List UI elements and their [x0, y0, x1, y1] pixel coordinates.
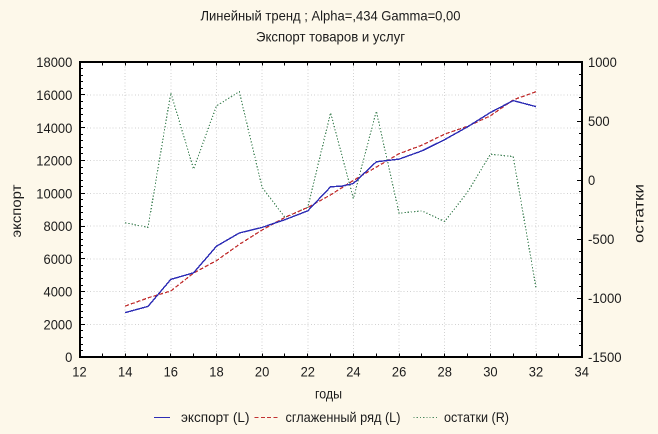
svg-text:14: 14: [118, 363, 133, 379]
svg-text:годы: годы: [315, 385, 342, 401]
svg-text:34: 34: [575, 363, 590, 379]
svg-text:28: 28: [438, 363, 453, 379]
svg-text:22: 22: [301, 363, 316, 379]
svg-text:1000: 1000: [588, 54, 617, 70]
svg-text:остатки: остатки: [631, 184, 647, 243]
svg-text:0: 0: [65, 349, 72, 365]
svg-text:26: 26: [392, 363, 407, 379]
svg-text:8000: 8000: [44, 218, 73, 234]
svg-text:30: 30: [483, 363, 498, 379]
svg-text:24: 24: [346, 363, 361, 379]
svg-text:0: 0: [588, 172, 595, 188]
svg-text:-1500: -1500: [588, 349, 622, 365]
svg-text:Экспорт товаров и услуг: Экспорт товаров и услуг: [256, 28, 405, 44]
svg-text:14000: 14000: [36, 120, 72, 136]
svg-text:сглаженный ряд (L): сглаженный ряд (L): [286, 409, 401, 425]
svg-text:18000: 18000: [36, 54, 72, 70]
svg-text:12000: 12000: [36, 153, 72, 169]
svg-text:2000: 2000: [44, 316, 73, 332]
svg-text:20: 20: [255, 363, 270, 379]
svg-text:4000: 4000: [44, 284, 73, 300]
svg-text:6000: 6000: [44, 251, 73, 267]
svg-text:500: 500: [588, 113, 610, 129]
svg-text:-500: -500: [588, 231, 615, 247]
svg-text:12: 12: [72, 363, 87, 379]
svg-text:Линейный тренд ; Alpha=,434 Ga: Линейный тренд ; Alpha=,434 Gamma=0,00: [201, 7, 461, 23]
svg-text:18: 18: [209, 363, 224, 379]
svg-text:32: 32: [529, 363, 544, 379]
svg-text:-1000: -1000: [588, 290, 622, 306]
svg-text:10000: 10000: [36, 185, 72, 201]
svg-text:экспорт: экспорт: [8, 184, 24, 238]
svg-text:16000: 16000: [36, 87, 72, 103]
svg-text:экспорт (L): экспорт (L): [181, 409, 250, 425]
svg-text:16: 16: [164, 363, 179, 379]
svg-text:остатки (R): остатки (R): [444, 409, 509, 425]
